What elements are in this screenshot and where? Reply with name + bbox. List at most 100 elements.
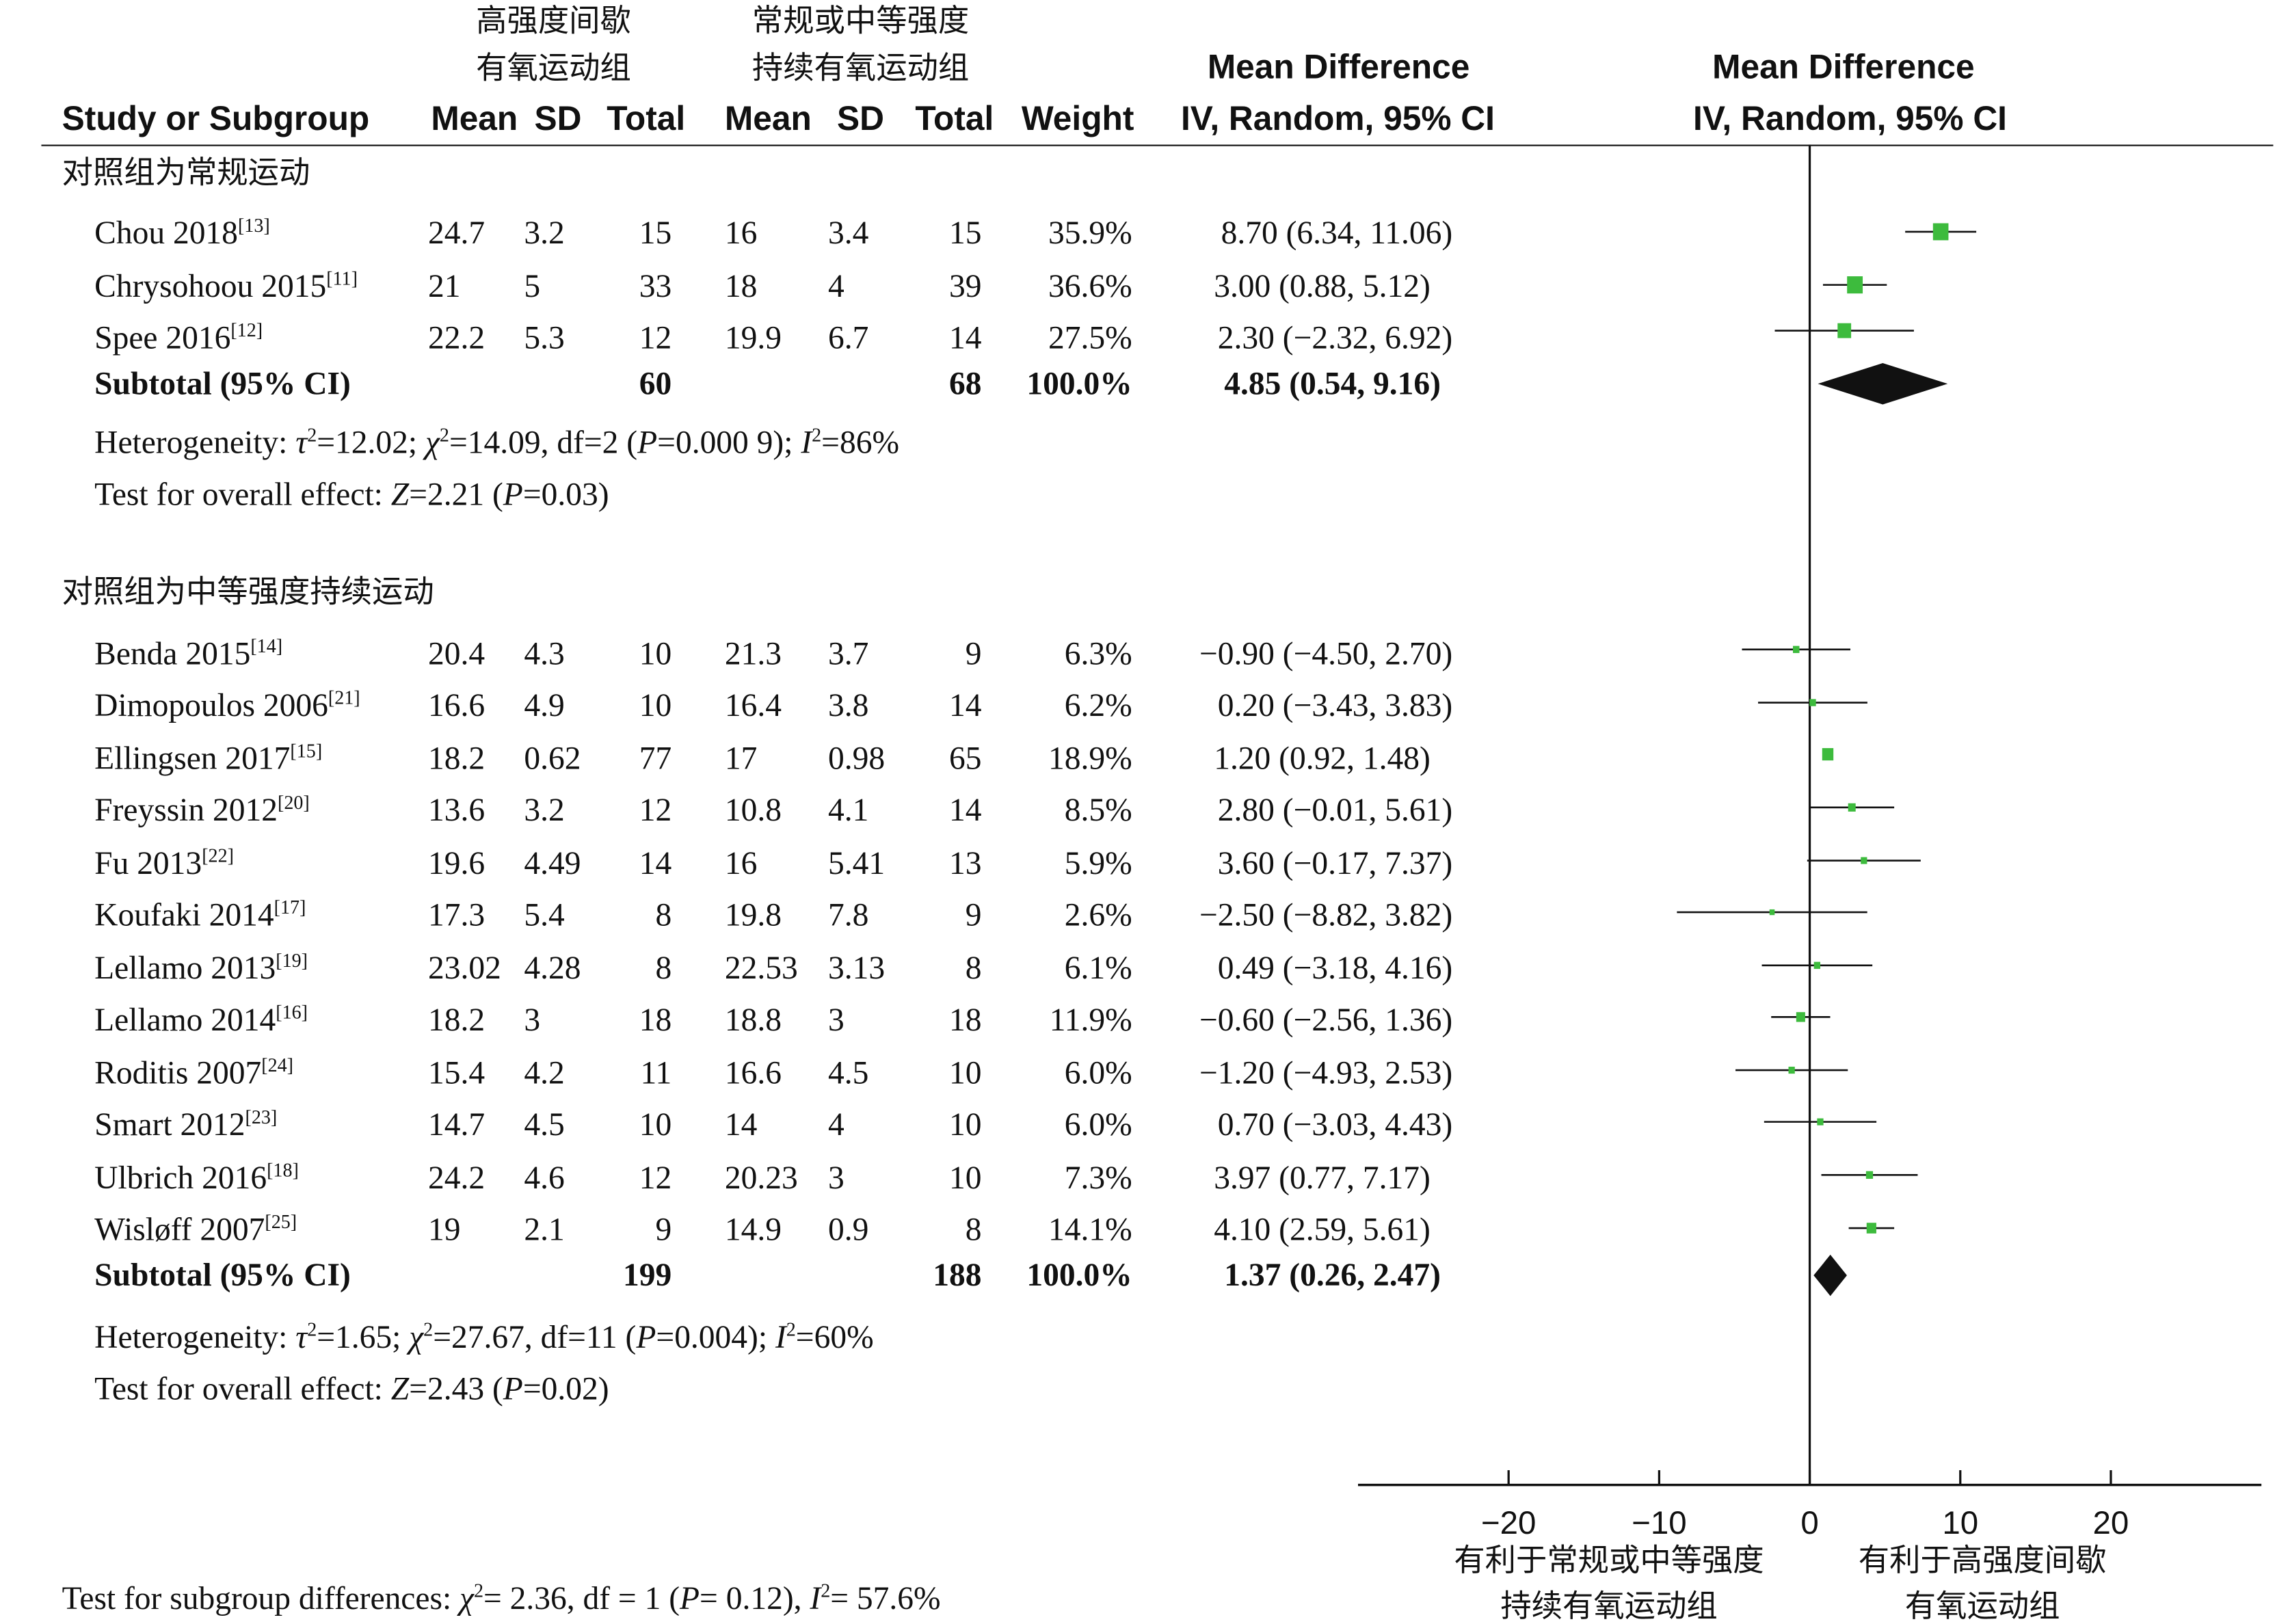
exp-subtotal: 199 xyxy=(622,1256,672,1294)
exp-total: 9 xyxy=(655,1210,672,1248)
study-marker xyxy=(1793,645,1800,654)
ctrl-sd: 4 xyxy=(828,1105,844,1143)
ctrl-sd: 3 xyxy=(828,1158,844,1196)
ctrl-sd: 0.98 xyxy=(828,739,886,777)
study-column-header: Study or Subgroup xyxy=(62,98,370,137)
subtotal-label: Subtotal (95% CI) xyxy=(94,364,351,402)
heterogeneity-text: Heterogeneity: τ2=12.02; χ2=14.09, df=2 … xyxy=(94,423,900,461)
ctrl-mean: 10.8 xyxy=(724,791,782,829)
study-marker xyxy=(1817,1118,1824,1126)
exp-total: 8 xyxy=(655,896,672,933)
exp-mean-header: Mean xyxy=(431,98,518,137)
md-ci-text: −1.20 (−4.93, 2.53) xyxy=(1199,1054,1453,1091)
study-marker xyxy=(1932,223,1949,241)
exp-total: 10 xyxy=(639,686,672,723)
exp-mean: 17.3 xyxy=(428,896,485,933)
ctrl-total: 39 xyxy=(949,267,982,304)
exp-total: 12 xyxy=(639,319,672,356)
ctrl-mean: 16.4 xyxy=(724,686,782,723)
study-marker xyxy=(1788,1066,1795,1074)
ctrl-sd: 4 xyxy=(828,267,844,304)
weight-header: Weight xyxy=(1021,98,1134,137)
exp-sd: 2.1 xyxy=(524,1210,565,1248)
exp-total: 12 xyxy=(639,791,672,829)
exp-total: 12 xyxy=(639,1158,672,1196)
exp-sd: 4.3 xyxy=(524,635,565,672)
exp-sd: 3.2 xyxy=(524,791,565,829)
study-marker xyxy=(1866,1223,1876,1234)
ctrl-total: 10 xyxy=(949,1105,982,1143)
ctrl-total: 18 xyxy=(949,1000,982,1038)
exp-mean: 18.2 xyxy=(428,739,485,777)
study-marker xyxy=(1813,961,1821,969)
exp-total: 10 xyxy=(639,635,672,672)
subtotal-ci-text: 4.85 (0.54, 9.16) xyxy=(1224,364,1441,402)
exp-mean: 22.2 xyxy=(428,319,485,356)
exp-sd: 5 xyxy=(524,267,541,304)
overall-effect-text: Test for overall effect: Z=2.21 (P=0.03) xyxy=(94,475,609,513)
favours-left-line1: 有利于常规或中等强度 xyxy=(1454,1542,1764,1578)
study-marker xyxy=(1837,323,1852,338)
ctrl-mean: 20.23 xyxy=(724,1158,798,1196)
md-ci-text: 2.80 (−0.01, 5.61) xyxy=(1217,791,1453,829)
exp-mean: 14.7 xyxy=(428,1105,485,1143)
md-ci-text: 0.49 (−3.18, 4.16) xyxy=(1217,949,1453,987)
ctrl-total: 8 xyxy=(965,1210,982,1248)
exp-mean: 19.6 xyxy=(428,844,485,881)
study-name: Lellamo 2014[16] xyxy=(94,1000,308,1038)
ctrl-subtotal: 188 xyxy=(933,1256,982,1294)
md-ci-text: 1.20 (0.92, 1.48) xyxy=(1214,739,1431,777)
weight-value: 2.6% xyxy=(1064,896,1132,933)
weight-value: 6.3% xyxy=(1064,635,1132,672)
study-name: Lellamo 2013[19] xyxy=(94,949,308,987)
exp-total: 33 xyxy=(639,267,672,304)
ctrl-sd: 4.5 xyxy=(828,1054,869,1091)
exp-mean: 13.6 xyxy=(428,791,485,829)
study-marker xyxy=(1796,1012,1805,1022)
exp-total: 15 xyxy=(639,214,672,251)
study-name: Chou 2018[13] xyxy=(94,214,270,251)
exp-sd: 4.49 xyxy=(524,844,581,881)
heterogeneity-text: Heterogeneity: τ2=1.65; χ2=27.67, df=11 … xyxy=(94,1318,874,1355)
ctrl-sd: 3.8 xyxy=(828,686,869,723)
ctrl-total: 9 xyxy=(965,896,982,933)
exp-total: 77 xyxy=(639,739,672,777)
header-rule xyxy=(41,144,2274,146)
ctrl-group-header-line1: 常规或中等强度 xyxy=(751,3,970,39)
exp-mean: 20.4 xyxy=(428,635,485,672)
md-ci-text: 8.70 (6.34, 11.06) xyxy=(1221,214,1453,251)
weight-value: 8.5% xyxy=(1064,791,1132,829)
ctrl-sd: 3.7 xyxy=(828,635,869,672)
x-axis-tick-label: 10 xyxy=(1942,1505,1978,1541)
subgroup-differences-text: Test for subgroup differences: χ2= 2.36,… xyxy=(62,1579,941,1616)
ctrl-total: 14 xyxy=(949,686,982,723)
exp-total: 14 xyxy=(639,844,672,881)
weight-value: 27.5% xyxy=(1048,319,1132,356)
exp-sd: 4.2 xyxy=(524,1054,565,1091)
exp-total: 18 xyxy=(639,1000,672,1038)
exp-sd: 4.9 xyxy=(524,686,565,723)
ctrl-mean: 21.3 xyxy=(724,635,782,672)
x-axis-tick-label: −20 xyxy=(1481,1505,1537,1541)
plot-method-header: IV, Random, 95% CI xyxy=(1693,98,2007,137)
exp-mean: 15.4 xyxy=(428,1054,485,1091)
weight-value: 6.0% xyxy=(1064,1105,1132,1143)
ctrl-mean: 22.53 xyxy=(724,949,798,987)
md-ci-text: 2.30 (−2.32, 6.92) xyxy=(1217,319,1453,356)
exp-mean: 19 xyxy=(428,1210,461,1248)
md-column-title: Mean Difference xyxy=(1207,47,1470,86)
subgroup-2-title: 对照组为中等强度持续运动 xyxy=(62,574,434,610)
ctrl-total: 15 xyxy=(949,214,982,251)
ctrl-mean: 16.6 xyxy=(724,1054,782,1091)
md-ci-text: 3.97 (0.77, 7.17) xyxy=(1214,1158,1431,1196)
exp-sd-header: SD xyxy=(534,98,582,137)
study-marker xyxy=(1847,276,1863,294)
ctrl-mean-header: Mean xyxy=(724,98,812,137)
favours-right-line1: 有利于高强度间歇 xyxy=(1858,1542,2107,1578)
ctrl-mean: 19.8 xyxy=(724,896,782,933)
exp-sd: 4.28 xyxy=(524,949,581,987)
exp-sd: 5.3 xyxy=(524,319,565,356)
md-ci-text: 3.60 (−0.17, 7.37) xyxy=(1217,844,1453,881)
ctrl-total: 10 xyxy=(949,1158,982,1196)
